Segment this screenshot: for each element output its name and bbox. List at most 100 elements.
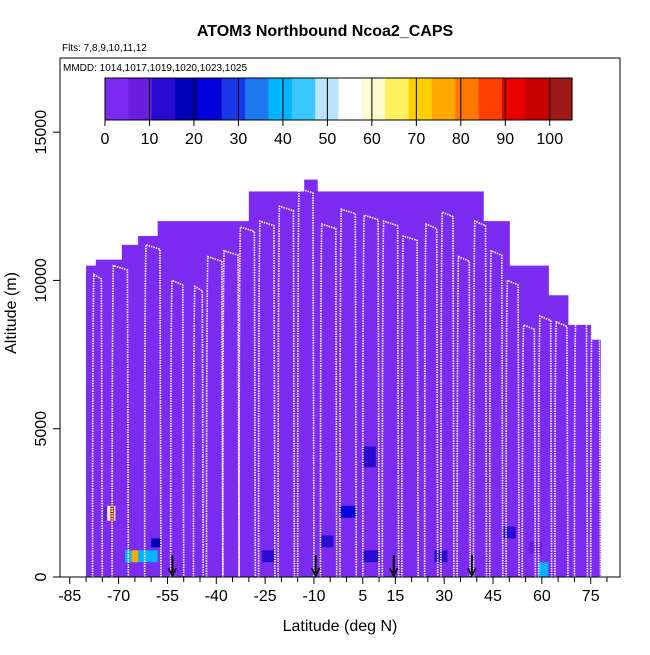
colorbar-tick-label: 90: [496, 131, 514, 148]
colorbar-cell: [439, 78, 449, 120]
arrow-head: [167, 567, 178, 578]
heatmap-cell: [362, 550, 380, 563]
coverage-cell: [317, 191, 484, 577]
colorbar-cell: [276, 78, 285, 120]
flight-profile: [537, 314, 553, 577]
x-tick-label: -70: [107, 588, 130, 605]
flight-profile: [319, 222, 338, 577]
x-tick-label: 45: [484, 588, 502, 605]
colorbar-cell: [408, 78, 417, 120]
x-tick-label: -25: [254, 588, 277, 605]
flights-subtitle: Flts: 7,8,9,10,11,12: [62, 43, 147, 54]
flight-profile: [361, 214, 380, 577]
colorbar-tick-label: 0: [101, 131, 110, 148]
colorbar-tick-label: 60: [363, 131, 381, 148]
colorbar-cell: [470, 78, 480, 120]
colorbar-cell: [268, 78, 277, 120]
y-tick-label: 5000: [33, 411, 50, 447]
colorbar-cell: [136, 78, 145, 120]
colorbar-cell: [143, 78, 153, 120]
flight-profile: [91, 273, 104, 577]
colorbar-cell: [198, 78, 207, 120]
colorbar-cell: [112, 78, 122, 120]
flight-profile: [221, 249, 240, 577]
colorbar-cell: [237, 78, 246, 120]
x-tick-label: 30: [435, 588, 453, 605]
flight-profile: [521, 323, 537, 577]
colorbar-tick-label: 30: [230, 131, 248, 148]
flight-profile: [589, 314, 602, 577]
x-tick-label: 15: [386, 588, 404, 605]
heatmap-cell: [103, 505, 108, 521]
chart-title: ATOM3 Northbound Ncoa2_CAPS: [197, 23, 454, 40]
colorbar-cell: [463, 78, 472, 120]
colorbar-cell: [494, 78, 503, 120]
flight-profile: [192, 284, 205, 577]
colorbar-cell: [548, 78, 558, 120]
arrow-head: [310, 567, 321, 578]
flight-profile: [111, 264, 130, 577]
colorbar: 0 10 20 30 40 50 60 70 80 90 100: [101, 77, 573, 148]
coverage-cell: [173, 221, 250, 577]
x-tick-label: -55: [156, 588, 179, 605]
coverage-cell: [248, 191, 305, 577]
colorbar-cell: [128, 78, 137, 120]
x-tick-label: 5: [358, 588, 367, 605]
colorbar-cell: [377, 78, 386, 120]
colorbar-cell: [447, 78, 456, 120]
colorbar-tick-label: 80: [452, 131, 470, 148]
colorbar-cell: [416, 78, 425, 120]
colorbar-cell: [206, 78, 215, 120]
colorbar-cell: [151, 78, 161, 120]
colorbar-cell: [338, 78, 347, 120]
flight-profile: [277, 205, 296, 577]
heatmap-cell: [528, 541, 542, 554]
coverage-cell: [121, 244, 139, 577]
colorbar-cell: [213, 78, 223, 120]
colorbar-cell: [478, 78, 487, 120]
colorbar-cell: [105, 78, 114, 120]
y-axis-label: Altitude (m): [3, 272, 20, 354]
colorbar-cell: [455, 78, 464, 120]
colorbar-cell: [299, 78, 308, 120]
colorbar-cell: [260, 78, 270, 120]
flight-profile: [573, 314, 589, 577]
heatmap-cell: [554, 517, 568, 533]
colorbar-cell: [361, 78, 371, 120]
heatmap-cell: [131, 550, 139, 563]
colorbar-cell: [564, 78, 573, 120]
colorbar-cell: [385, 78, 394, 120]
flight-profile: [296, 187, 315, 577]
y-tick-label: 10000: [33, 258, 50, 303]
colorbar-cell: [307, 78, 316, 120]
colorbar-cell: [486, 78, 495, 120]
heatmap-cell: [125, 550, 158, 563]
x-tick-label: -85: [58, 588, 81, 605]
colorbar-cell: [346, 78, 355, 120]
flight-profile: [423, 222, 439, 577]
colorbar-cell: [291, 78, 301, 120]
flight-profile: [238, 225, 257, 577]
x-tick-label: -40: [205, 588, 228, 605]
heatmap-cell: [320, 535, 334, 548]
x-tick-label: -10: [302, 588, 325, 605]
heatmap-cell: [340, 505, 357, 518]
colorbar-cell: [159, 78, 168, 120]
flight-profile: [169, 279, 185, 577]
colorbar-cell: [400, 78, 410, 120]
dates-subtitle: MMDD: 1014,1017,1019,1020,1023,1025: [63, 63, 247, 74]
flight-profile: [472, 219, 488, 577]
colorbar-cell: [120, 78, 129, 120]
heatmap-cell: [362, 446, 376, 468]
colorbar-cell: [369, 78, 379, 120]
coverage-cell: [483, 221, 510, 577]
coverage-cell: [548, 295, 569, 577]
plot-frame: [59, 57, 621, 578]
colorbar-cell: [525, 78, 534, 120]
colorbar-cell: [392, 78, 402, 120]
flight-profile: [554, 320, 569, 577]
colorbar-cell: [330, 78, 340, 120]
colorbar-tick-label: 50: [318, 131, 336, 148]
